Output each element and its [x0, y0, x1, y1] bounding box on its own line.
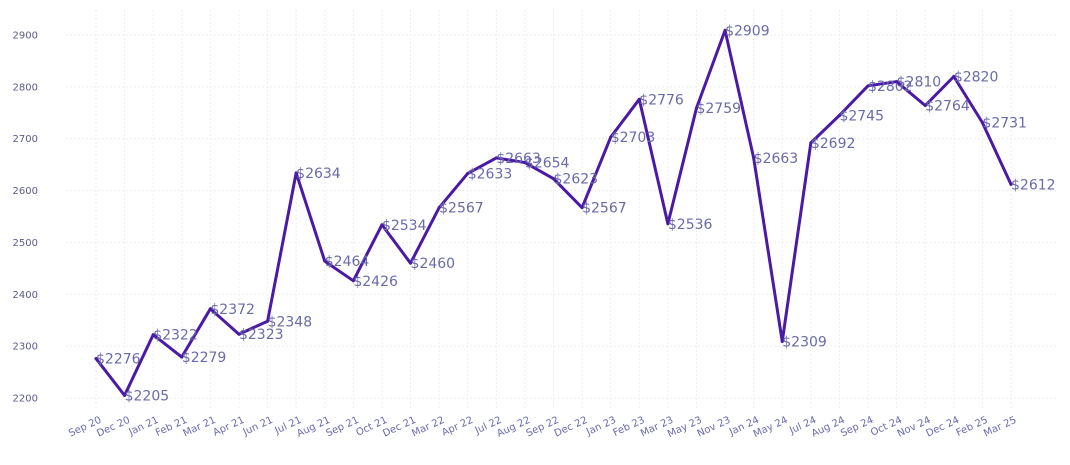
data-point	[409, 261, 413, 265]
data-point	[694, 106, 698, 110]
data-point	[151, 333, 155, 337]
data-point	[837, 113, 841, 117]
data-label: $2703	[611, 130, 656, 146]
x-tick-label: Sep 24	[839, 415, 875, 440]
data-label: $2745	[839, 108, 884, 124]
data-point	[923, 104, 927, 108]
data-point	[523, 161, 527, 165]
data-point	[952, 74, 956, 78]
data-label: $2534	[382, 218, 427, 234]
x-tick-label: Jun 21	[241, 415, 275, 439]
data-label: $2464	[325, 254, 370, 270]
data-point	[294, 171, 298, 175]
data-label: $2372	[210, 302, 255, 318]
y-tick-label: 2400	[13, 290, 38, 301]
data-labels: $2276 $2205 $2322 $2279 $2372 $2323$2348 $2634…	[94, 23, 1056, 404]
data-point	[637, 97, 641, 101]
data-label: $2612	[1011, 177, 1056, 193]
data-label: $2692	[811, 136, 856, 152]
x-tick-label: Dec 22	[553, 415, 590, 440]
data-point	[466, 171, 470, 175]
data-label: $2426	[353, 274, 398, 290]
data-label: $2279	[182, 350, 227, 366]
y-tick-label: 2800	[13, 82, 38, 93]
data-point	[780, 339, 784, 343]
data-label: $2322	[153, 328, 198, 344]
data-point	[237, 332, 241, 336]
x-tick-label: Mar 25	[982, 415, 1018, 440]
data-label: $2567	[439, 201, 484, 217]
data-point	[351, 279, 355, 283]
data-label: $2776	[639, 92, 684, 108]
y-tick-label: 2500	[13, 238, 38, 249]
data-point	[723, 28, 727, 32]
data-label: $2802	[868, 79, 913, 95]
data-point	[895, 80, 899, 84]
data-label: $2633	[468, 166, 513, 182]
data-label: $2323	[239, 327, 284, 343]
data-label: $2309	[782, 334, 827, 350]
data-point	[980, 121, 984, 125]
data-point	[666, 222, 670, 226]
data-point	[180, 355, 184, 359]
data-point	[123, 393, 127, 397]
x-tick-label: Mar 21	[181, 415, 217, 440]
data-point	[809, 141, 813, 145]
data-label: $2623	[554, 172, 599, 188]
x-tick-label: Mar 22	[410, 415, 446, 440]
data-label: $2460	[411, 256, 456, 272]
y-tick-label: 2900	[13, 31, 38, 42]
data-label: $2663	[496, 151, 541, 167]
data-label: $2759	[696, 101, 741, 117]
data-point	[266, 319, 270, 323]
x-tick-label: Apr 21	[211, 415, 246, 439]
data-label: $2820	[954, 69, 999, 85]
x-tick-label: Apr 22	[440, 415, 475, 439]
data-point	[866, 84, 870, 88]
x-tick-label: Sep 21	[324, 415, 360, 440]
data-label: $2731	[982, 116, 1027, 132]
data-label: $2634	[296, 166, 341, 182]
x-tick-label: Jan 21	[127, 415, 161, 439]
data-point	[380, 223, 384, 227]
data-label: $2536	[668, 217, 713, 233]
data-label: $2663	[754, 151, 799, 167]
data-label: $2348	[268, 314, 313, 330]
data-point	[323, 259, 327, 263]
data-point	[94, 357, 98, 361]
data-label: $2810	[897, 75, 942, 91]
x-tick-label: Nov 23	[696, 415, 733, 440]
y-tick-label: 2300	[13, 342, 38, 353]
data-point	[494, 156, 498, 160]
y-tick-label: 2700	[13, 134, 38, 145]
x-tick-label: Jan 23	[584, 415, 618, 439]
data-point	[580, 206, 584, 210]
data-label: $2567	[582, 201, 627, 217]
data-label: $2764	[925, 99, 970, 115]
data-point	[1009, 182, 1013, 186]
data-point	[437, 206, 441, 210]
x-tick-label: Dec 20	[95, 415, 132, 440]
data-label: $2205	[125, 388, 170, 404]
data-point	[752, 156, 756, 160]
data-label: $2909	[725, 23, 770, 39]
data-point	[208, 307, 212, 311]
y-tick-label: 2200	[13, 394, 38, 405]
data-point	[552, 177, 555, 181]
data-label: $2654	[525, 156, 570, 172]
data-point	[609, 135, 613, 139]
x-tick-label: Dec 24	[924, 415, 961, 440]
y-tick-label: 2600	[13, 186, 38, 197]
data-label: $2276	[96, 352, 141, 368]
y-axis: 2200 2300 2400 2500 2600 2700 2800 2900	[13, 31, 38, 405]
